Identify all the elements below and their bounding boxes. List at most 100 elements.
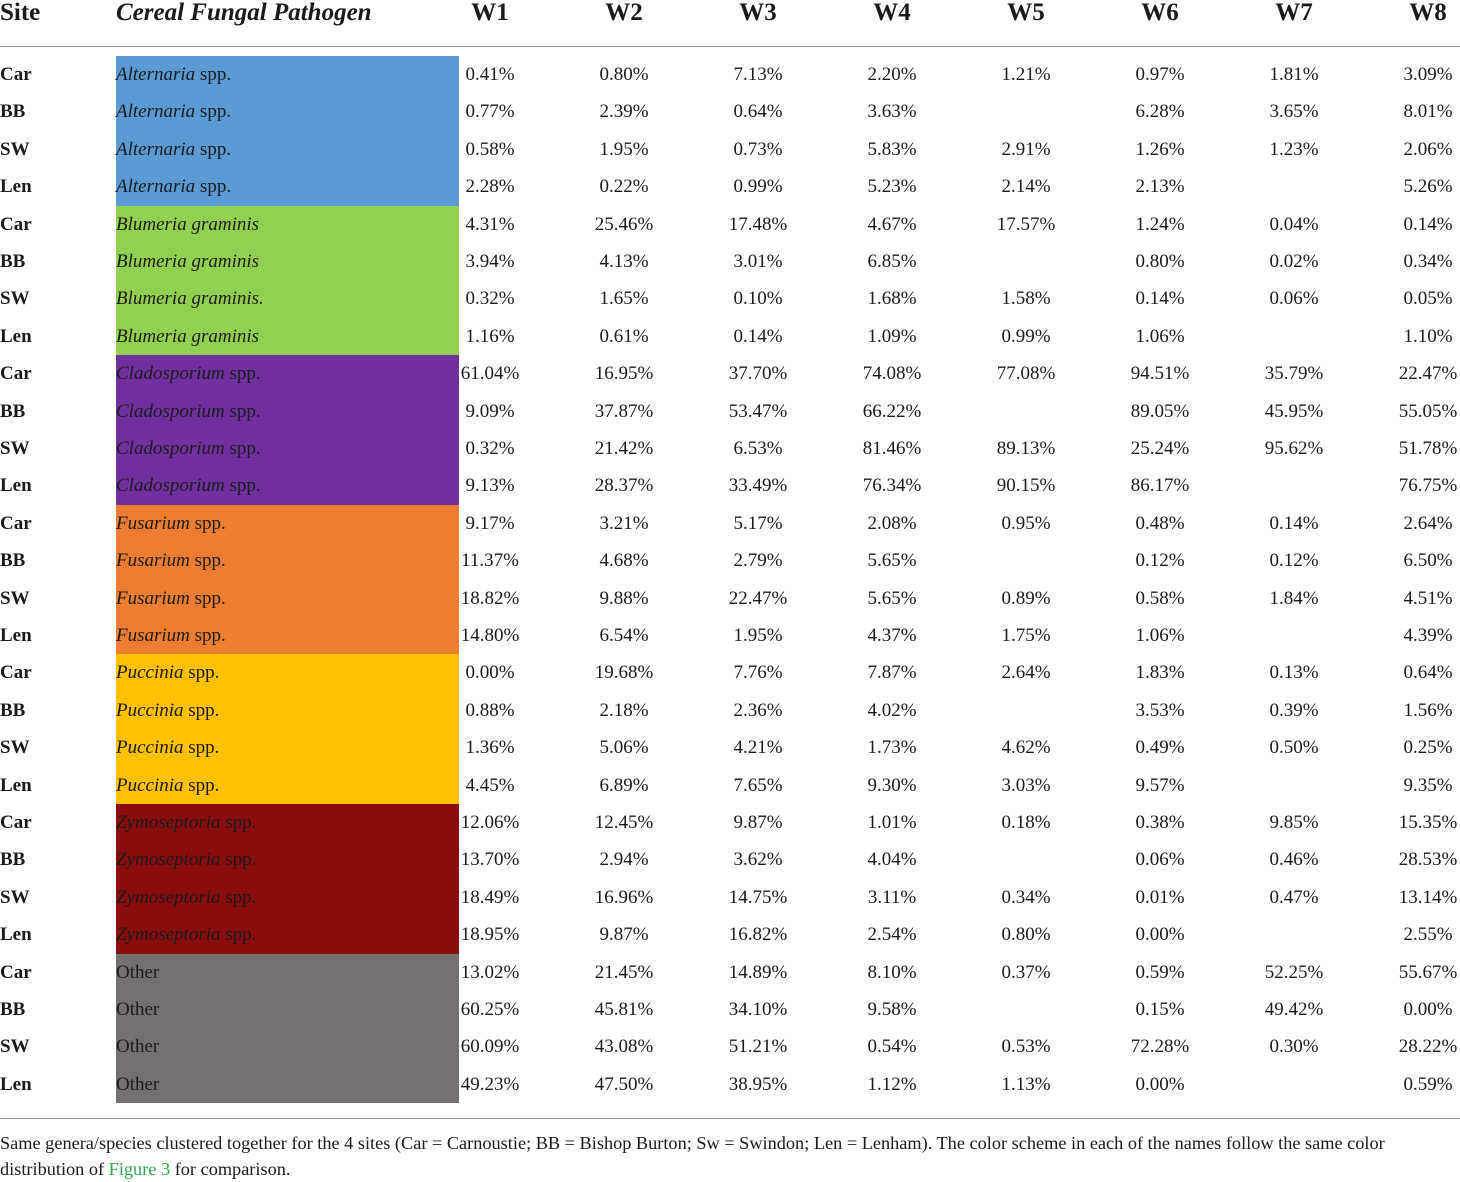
value-cell: 0.00%	[1135, 924, 1185, 946]
value-cell: 4.68%	[599, 550, 649, 572]
pathogen-cell: Alternaria spp.	[116, 168, 459, 206]
value-cell: 53.47%	[728, 400, 788, 422]
value-cell: 13.70%	[460, 849, 520, 871]
site-cell: SW	[0, 587, 30, 609]
pathogen-name: Puccinia	[116, 662, 184, 684]
value-cell: 5.83%	[867, 138, 917, 160]
value-cell: 1.09%	[867, 325, 917, 347]
value-cell: 0.00%	[1403, 999, 1453, 1020]
value-cell: 19.68%	[594, 662, 654, 684]
pathogen-cell: Blumeria graminis	[116, 317, 459, 356]
value-cell: 76.75%	[1398, 475, 1458, 497]
pathogen-suffix: spp.	[183, 662, 220, 684]
value-cell: 4.04%	[867, 849, 917, 871]
header-week: W7	[1275, 0, 1313, 26]
value-cell: 52.25%	[1264, 961, 1324, 983]
value-cell: 0.22%	[599, 176, 649, 198]
table-bottom-rule	[0, 1118, 1460, 1119]
value-cell: 17.48%	[728, 213, 788, 235]
pathogen-suffix: Other	[116, 961, 160, 983]
site-cell: Car	[0, 662, 32, 684]
table-row: SW Other 60.09% 43.08% 51.21% 0.54% 0.53% 72.28…	[0, 1028, 1460, 1066]
value-cell: 4.02%	[867, 699, 917, 721]
value-cell: 49.42%	[1264, 999, 1324, 1020]
pathogen-name: Fusarium	[116, 550, 190, 572]
value-cell: 2.18%	[599, 699, 649, 721]
table-row: BB Cladosporium spp. 9.09% 37.87% 53.47% 66.2…	[0, 392, 1460, 430]
value-cell: 0.32%	[465, 438, 515, 459]
value-cell: 7.13%	[733, 64, 783, 85]
pathogen-cell: Other	[116, 953, 459, 991]
value-cell: 9.87%	[733, 812, 783, 833]
value-cell: 0.04%	[1269, 213, 1319, 235]
value-cell: 0.80%	[1135, 251, 1185, 272]
value-cell: 0.89%	[1001, 587, 1051, 609]
pathogen-name: Puccinia	[116, 737, 184, 759]
value-cell: 3.62%	[733, 849, 783, 871]
value-cell: 9.57%	[1135, 774, 1185, 796]
value-cell: 72.28%	[1130, 1036, 1190, 1058]
pathogen-suffix: spp.	[189, 512, 226, 534]
value-cell: 1.95%	[733, 625, 783, 646]
value-cell: 4.62%	[1001, 737, 1051, 759]
pathogen-name: Zymoseptoria	[116, 924, 221, 946]
value-cell: 18.95%	[460, 924, 520, 946]
site-cell: SW	[0, 438, 30, 459]
pathogen-cell: Puccinia spp.	[116, 691, 459, 730]
table-row: Len Alternaria spp. 2.28% 0.22% 0.99% 5.23% 2.…	[0, 168, 1460, 206]
value-cell: 0.12%	[1269, 550, 1319, 572]
site-cell: Car	[0, 812, 32, 833]
pathogen-name: Cladosporium	[116, 363, 225, 385]
pathogen-name: Alternaria	[116, 138, 196, 160]
table-row: Len Puccinia spp. 4.45% 6.89% 7.65% 9.30% 3.03…	[0, 766, 1460, 804]
value-cell: 22.47%	[1398, 363, 1458, 385]
value-cell: 0.01%	[1135, 886, 1185, 908]
site-cell: BB	[0, 999, 26, 1020]
value-cell: 1.06%	[1135, 325, 1185, 347]
pathogen-cell: Zymoseptoria spp.	[116, 804, 459, 842]
value-cell: 3.21%	[599, 512, 649, 534]
value-cell: 4.37%	[867, 625, 917, 646]
value-cell: 37.70%	[728, 363, 788, 385]
pathogen-name: Blumeria graminis	[116, 213, 260, 235]
site-cell: BB	[0, 101, 26, 123]
value-cell: 16.96%	[594, 886, 654, 908]
value-cell: 3.65%	[1269, 101, 1319, 123]
table-row: Car Puccinia spp. 0.00% 19.68% 7.76% 7.87% 2.6…	[0, 654, 1460, 692]
value-cell: 0.73%	[733, 138, 783, 160]
table-row: Car Blumeria graminis 4.31% 25.46% 17.48% 4.6…	[0, 205, 1460, 243]
pathogen-suffix: spp.	[195, 101, 232, 123]
value-cell: 9.58%	[867, 999, 917, 1020]
value-cell: 47.50%	[594, 1073, 654, 1095]
pathogen-cell: Fusarium spp.	[116, 617, 459, 655]
value-cell: 6.50%	[1403, 550, 1453, 572]
value-cell: 0.13%	[1269, 662, 1319, 684]
value-cell: 0.14%	[1403, 213, 1453, 235]
value-cell: 0.32%	[465, 288, 515, 310]
value-cell: 4.13%	[599, 251, 649, 272]
value-cell: 43.08%	[594, 1036, 654, 1058]
pathogen-cell: Other	[116, 1065, 459, 1104]
table-row: Len Blumeria graminis 1.16% 0.61% 0.14% 1.09%…	[0, 317, 1460, 356]
value-cell: 0.00%	[465, 662, 515, 684]
value-cell: 3.94%	[465, 251, 515, 272]
value-cell: 4.39%	[1403, 625, 1453, 646]
table-row: SW Zymoseptoria spp. 18.49% 16.96% 14.75% 3.1…	[0, 878, 1460, 917]
figure-link[interactable]: Figure 3	[108, 1159, 171, 1179]
value-cell: 0.80%	[1001, 924, 1051, 946]
value-cell: 28.22%	[1398, 1036, 1458, 1058]
value-cell: 1.26%	[1135, 138, 1185, 160]
value-cell: 55.67%	[1398, 961, 1458, 983]
value-cell: 8.10%	[867, 961, 917, 983]
value-cell: 0.15%	[1135, 999, 1185, 1020]
value-cell: 66.22%	[862, 400, 922, 422]
value-cell: 9.30%	[867, 774, 917, 796]
pathogen-suffix: spp.	[220, 849, 257, 871]
value-cell: 2.06%	[1403, 138, 1453, 160]
value-cell: 5.17%	[733, 512, 783, 534]
value-cell: 9.13%	[465, 475, 515, 497]
value-cell: 9.17%	[465, 512, 515, 534]
site-cell: Car	[0, 961, 32, 983]
pathogen-name: Cladosporium	[116, 400, 225, 422]
pathogen-name: Blumeria graminis	[116, 251, 260, 272]
